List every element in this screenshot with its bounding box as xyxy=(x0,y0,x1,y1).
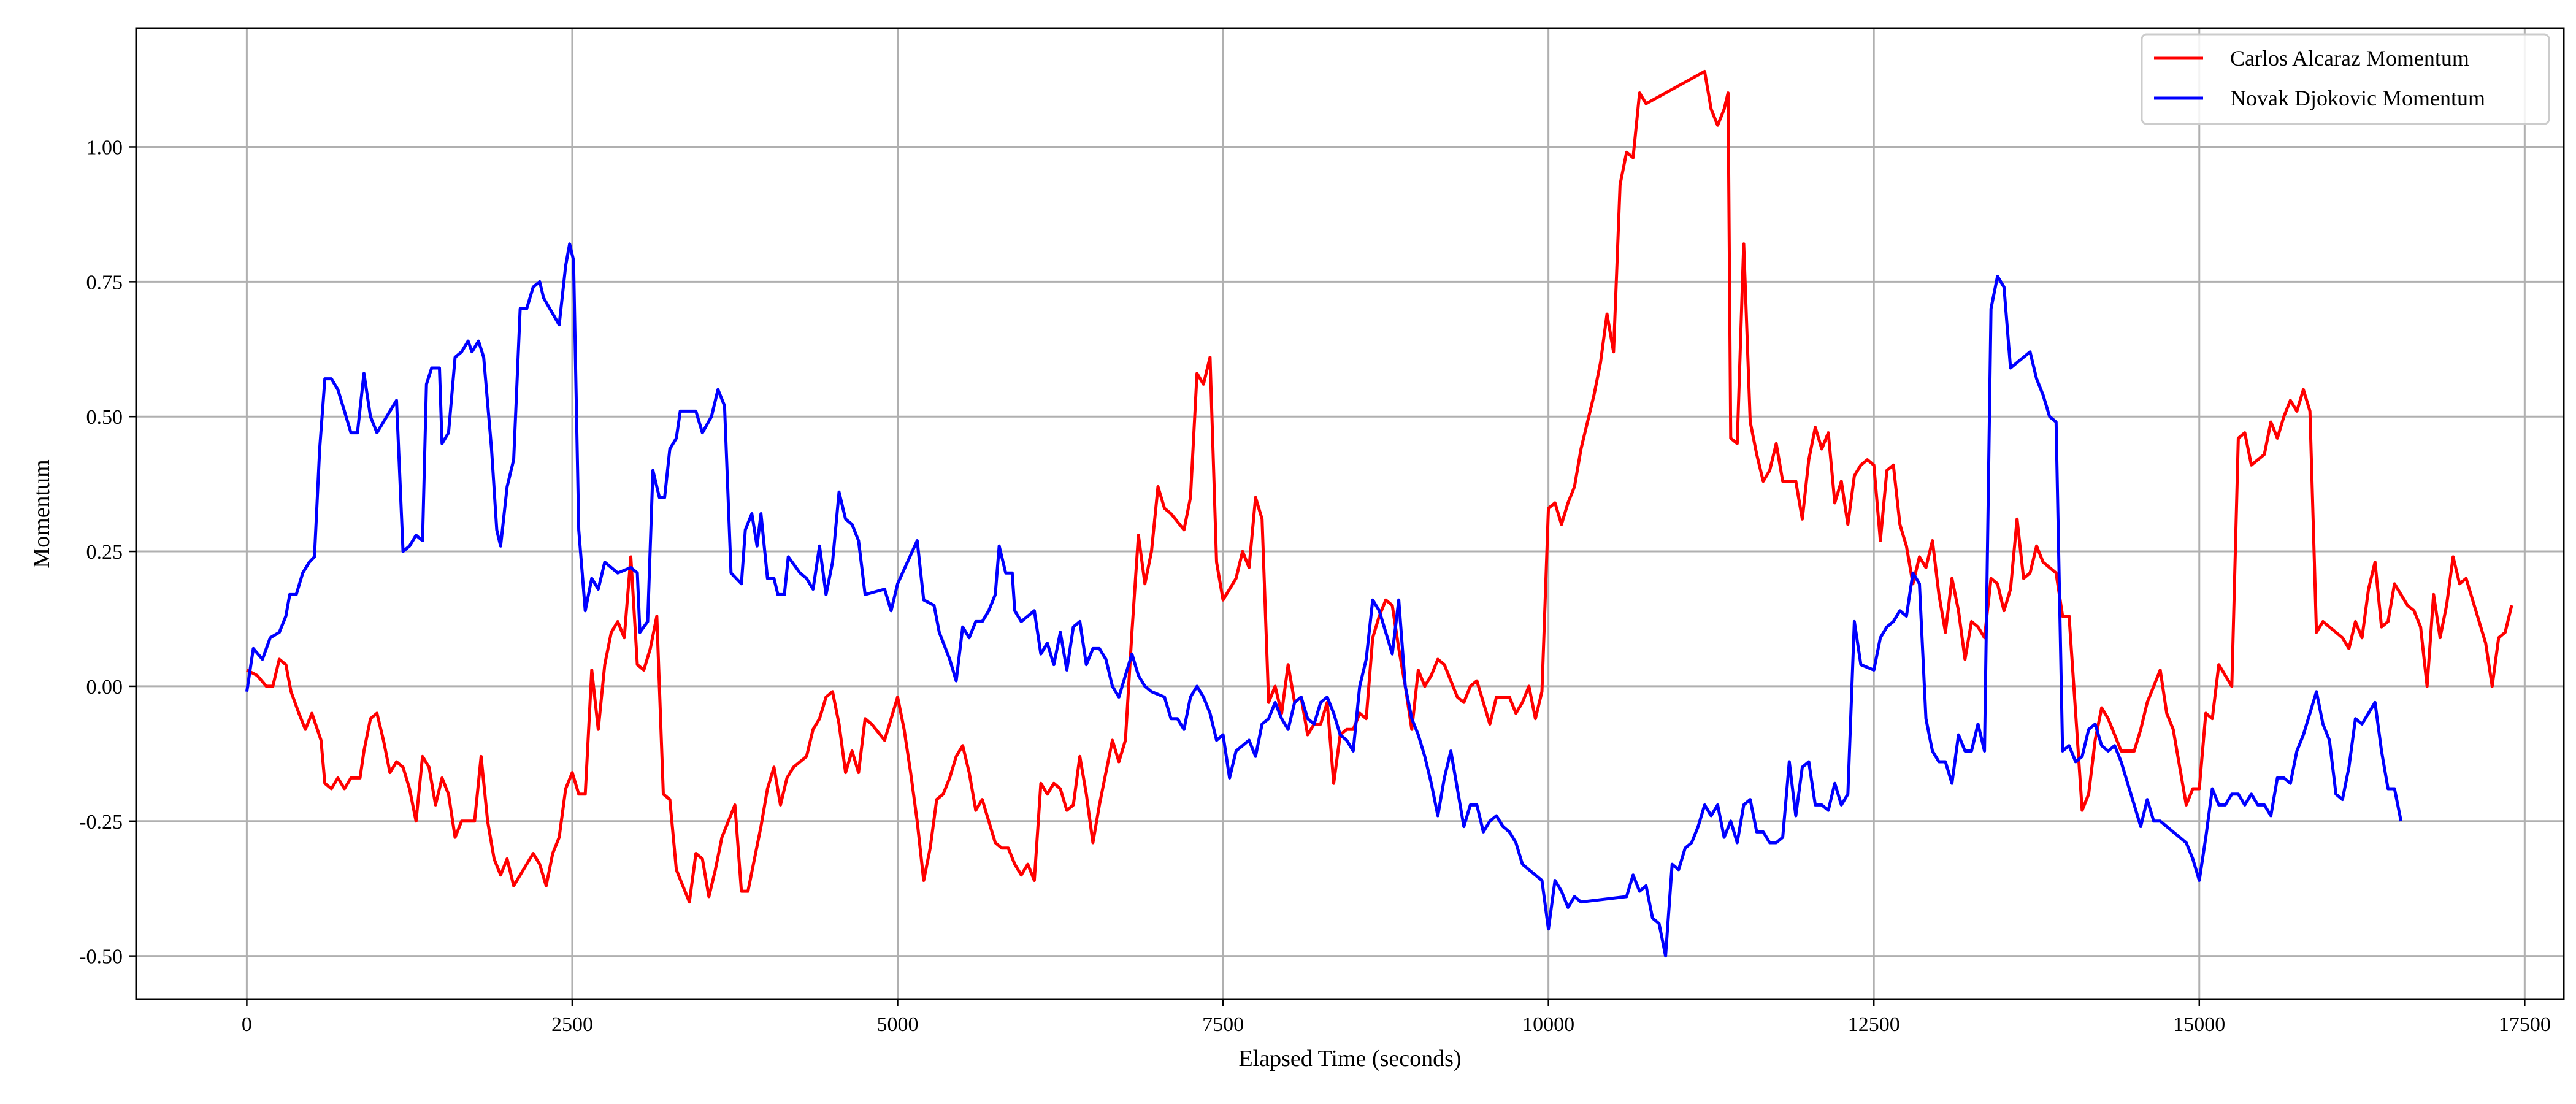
x-tick-label: 0 xyxy=(242,1013,252,1036)
y-tick-label: 0.25 xyxy=(86,541,123,564)
y-tick-label: 0.50 xyxy=(86,406,123,429)
x-tick-label: 12500 xyxy=(1848,1013,1900,1036)
x-tick-label: 5000 xyxy=(877,1013,919,1036)
x-tick-label: 7500 xyxy=(1202,1013,1244,1036)
y-tick-label: -0.25 xyxy=(79,811,123,834)
y-tick-label: 0.75 xyxy=(86,271,123,294)
series-lines xyxy=(245,69,2513,958)
axis-ticks: 0 2500 5000 7500 10000 12500 15000 17500 -0.50 -0… xyxy=(79,136,2551,1036)
legend-label-alcaraz: Carlos Alcaraz Momentum xyxy=(2230,46,2469,71)
x-tick-label: 17500 xyxy=(2499,1013,2551,1036)
y-tick-label: 1.00 xyxy=(86,136,123,159)
plot-frame xyxy=(135,27,2565,1000)
legend: Carlos Alcaraz Momentum Novak Djokovic M… xyxy=(2141,33,2550,125)
x-tick-label: 10000 xyxy=(1522,1013,1574,1036)
series-line-alcaraz xyxy=(246,69,2513,904)
series-line-djokovic xyxy=(245,242,2403,958)
legend-box xyxy=(2141,33,2550,125)
y-axis-title: Momentum xyxy=(29,459,55,568)
legend-label-djokovic: Novak Djokovic Momentum xyxy=(2230,86,2485,110)
grid-lines xyxy=(136,28,2564,999)
y-tick-label: -0.50 xyxy=(79,946,123,968)
plot-area xyxy=(136,28,2564,999)
y-tick-label: 0.00 xyxy=(86,676,123,699)
x-tick-label: 2500 xyxy=(551,1013,593,1036)
x-axis-title: Elapsed Time (seconds) xyxy=(1238,1046,1461,1071)
x-tick-label: 15000 xyxy=(2173,1013,2225,1036)
